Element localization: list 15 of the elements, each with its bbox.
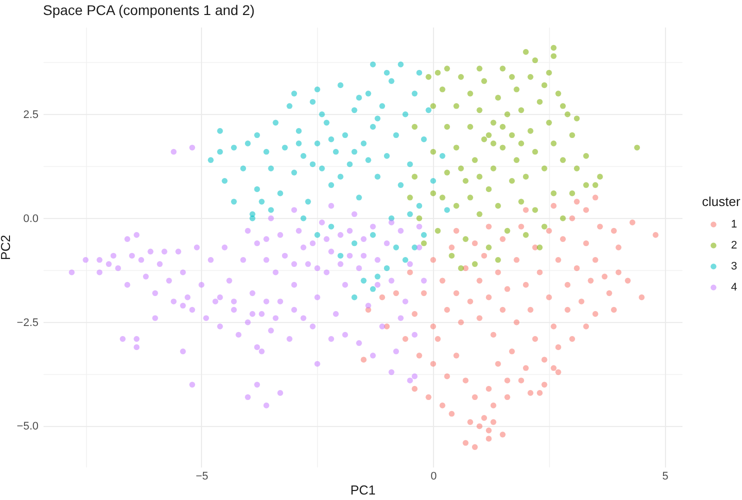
legend-title: cluster [702, 194, 741, 209]
y-axis-title: PC2 [0, 234, 13, 260]
x-tick-label: −5 [196, 470, 208, 482]
legend-label: 1 [731, 218, 738, 230]
y-tick-label: 0.0 [23, 212, 38, 225]
legend-label: 3 [731, 260, 738, 272]
x-axis-title: PC1 [350, 482, 376, 498]
y-tick-label: −2.5 [16, 316, 38, 329]
legend-label: 2 [731, 240, 738, 252]
x-tick-label: 0 [430, 470, 437, 482]
chart-title: Space PCA (components 1 and 2) [43, 2, 255, 18]
legend-label: 4 [731, 282, 738, 294]
y-tick-label: −5.0 [16, 420, 38, 433]
x-tick-label: 5 [662, 470, 668, 482]
y-tick-label: 2.5 [23, 108, 38, 121]
